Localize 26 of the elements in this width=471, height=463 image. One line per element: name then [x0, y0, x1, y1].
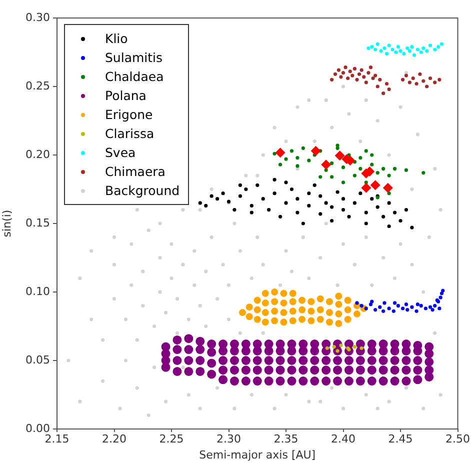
x-tick-label: 2.40: [331, 432, 356, 446]
x-tick-label: 2.35: [274, 432, 298, 446]
y-tick-label: 0.25: [26, 79, 50, 92]
legend-label: Chimaera: [105, 163, 166, 181]
x-tick-label: 2.45: [388, 432, 413, 446]
y-axis-title: sin(i): [0, 210, 14, 238]
y-tick-label: 0.20: [26, 148, 50, 161]
y-tick-label: 0.00: [26, 422, 50, 435]
legend-label: Clarissa: [105, 125, 154, 143]
legend-label: Sulamitis: [105, 49, 163, 67]
legend-label: Chaldaea: [105, 68, 164, 86]
legend-label: Klio: [105, 30, 128, 48]
x-tick-label: 2.20: [102, 432, 126, 446]
y-tick-label: 0.10: [26, 284, 50, 298]
x-tick-label: 2.25: [159, 432, 184, 446]
x-axis-title: Semi-major axis [AU]: [199, 448, 316, 462]
x-tick-label: 2.15: [44, 432, 70, 446]
y-tick-label: 0.05: [26, 353, 50, 366]
y-tick-label: 0.15: [26, 216, 50, 230]
x-tick-label: 2.30: [216, 432, 241, 446]
legend-label: Polana: [105, 87, 146, 105]
y-tick-label: 0.30: [26, 10, 50, 24]
legend-label: Svea: [105, 144, 136, 162]
legend-label: Background: [105, 182, 180, 200]
legend-label: Erigone: [105, 106, 153, 124]
x-tick-label: 2.50: [446, 432, 470, 446]
